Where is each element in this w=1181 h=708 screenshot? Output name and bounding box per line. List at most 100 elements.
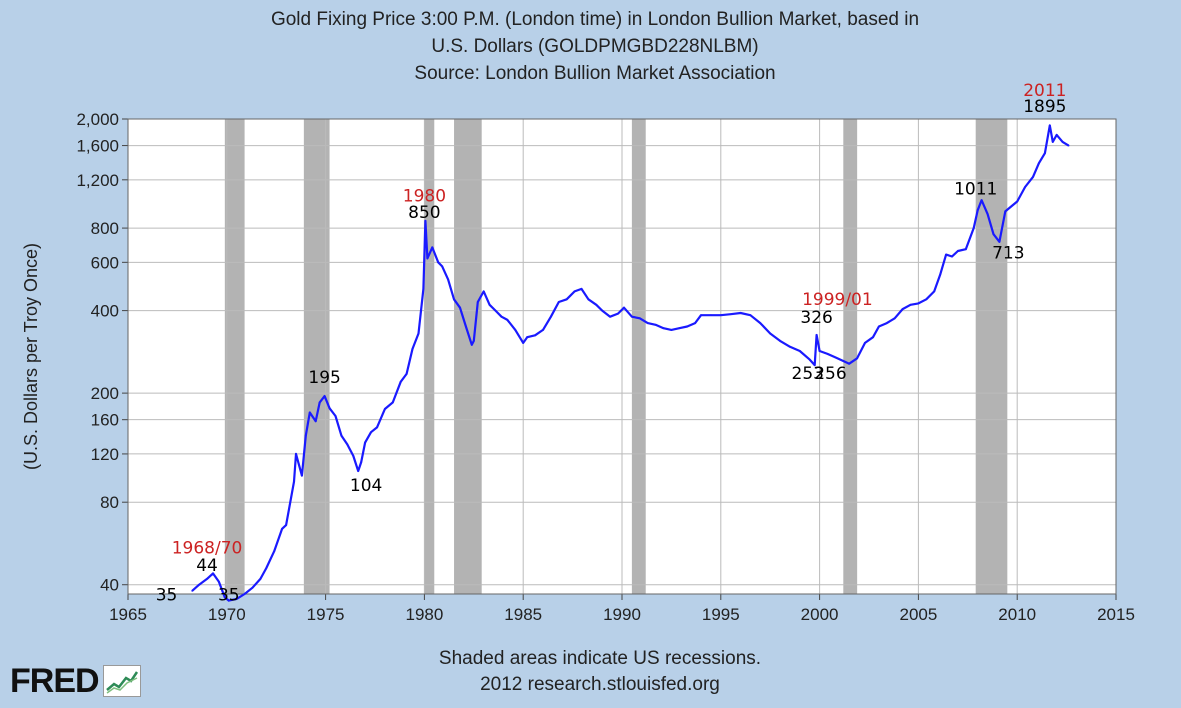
y-axis-label: (U.S. Dollars per Troy Once) <box>21 243 41 470</box>
data-point <box>826 353 829 355</box>
data-point <box>346 443 349 446</box>
annotation-label: 326 <box>800 308 832 328</box>
data-point <box>470 343 473 346</box>
data-point <box>405 373 408 375</box>
data-point <box>729 313 732 316</box>
data-point <box>986 213 989 215</box>
data-point <box>206 578 208 580</box>
data-point <box>285 524 287 527</box>
data-point <box>482 290 485 293</box>
annotation-label: 850 <box>408 203 440 223</box>
data-point <box>360 461 363 464</box>
data-point <box>422 287 425 290</box>
data-point <box>273 550 276 553</box>
data-point <box>759 322 762 325</box>
data-point <box>293 480 295 483</box>
chart-title-line-2: U.S. Dollars (GOLDPMGBD228NLBM) <box>431 36 759 57</box>
data-point <box>323 395 326 398</box>
y-tick-label: 120 <box>91 445 119 464</box>
data-point <box>1016 200 1019 203</box>
data-point <box>488 303 491 306</box>
data-point <box>259 578 262 580</box>
data-point <box>964 248 967 251</box>
data-point <box>864 341 866 344</box>
data-point <box>542 329 544 331</box>
data-point <box>500 315 503 318</box>
y-tick-label: 800 <box>91 219 119 238</box>
fred-chart-icon <box>102 665 141 697</box>
chart-source-line: Source: London Bullion Market Associatio… <box>414 63 776 84</box>
data-point <box>1051 141 1054 143</box>
data-point <box>383 408 386 410</box>
data-point <box>411 347 414 350</box>
annotation-label: 195 <box>308 368 340 388</box>
data-point <box>678 327 681 330</box>
data-point <box>749 314 752 317</box>
x-tick-label: 1990 <box>603 605 641 624</box>
data-point <box>217 580 220 583</box>
data-point <box>522 341 525 344</box>
data-point <box>565 298 568 301</box>
data-point <box>308 411 311 414</box>
y-tick-label: 80 <box>100 493 119 512</box>
data-point <box>951 255 953 258</box>
data-point <box>506 318 509 321</box>
data-point <box>370 431 372 434</box>
plot-border <box>127 118 1117 595</box>
data-point <box>623 306 625 309</box>
data-point <box>399 380 402 383</box>
data-point <box>893 317 896 320</box>
data-point <box>376 426 378 429</box>
annotation-label: 1895 <box>1023 97 1066 117</box>
data-point <box>441 265 444 268</box>
x-tick-label: 1980 <box>405 605 443 624</box>
data-point <box>364 441 367 444</box>
data-point <box>472 340 475 342</box>
data-point <box>573 290 576 293</box>
data-point <box>885 322 888 325</box>
x-tick-label: 1985 <box>504 605 542 624</box>
data-point <box>939 273 942 276</box>
data-point <box>630 315 633 318</box>
data-point <box>617 312 619 315</box>
data-point <box>580 287 583 290</box>
data-point <box>601 309 604 312</box>
data-point <box>972 227 975 229</box>
data-point <box>453 298 455 301</box>
data-point <box>779 340 781 342</box>
data-point <box>710 314 712 317</box>
x-tick-label: 1970 <box>208 605 246 624</box>
data-point <box>638 317 641 320</box>
y-tick-label: 160 <box>91 411 119 430</box>
data-point <box>700 314 702 317</box>
data-point <box>295 453 297 455</box>
data-point <box>431 246 434 249</box>
data-point <box>789 345 791 348</box>
annotation-label: 2011 <box>1023 81 1066 101</box>
data-point <box>1024 186 1027 188</box>
data-point <box>1010 205 1013 208</box>
annotation-label: 1980 <box>403 187 446 207</box>
data-point <box>587 298 590 301</box>
recession-band <box>454 119 482 594</box>
annotation-label: 713 <box>992 243 1024 263</box>
annotation-label: 35 <box>156 586 178 606</box>
data-point <box>1004 210 1007 213</box>
data-point <box>212 572 214 575</box>
data-point <box>227 599 230 602</box>
data-point <box>223 596 226 599</box>
data-point <box>251 586 254 589</box>
data-point <box>557 301 560 303</box>
data-point <box>877 325 880 328</box>
annotation-label: 1968/70 <box>172 538 243 558</box>
data-point <box>933 290 936 293</box>
chart-title-line-1: Gold Fixing Price 3:00 P.M. (London time… <box>270 9 920 30</box>
data-point <box>198 583 201 586</box>
data-point <box>694 322 697 325</box>
data-point <box>957 250 959 252</box>
data-point <box>670 329 673 331</box>
data-point <box>925 298 928 301</box>
fred-logo[interactable]: FRED <box>10 662 141 700</box>
data-point <box>739 312 742 314</box>
